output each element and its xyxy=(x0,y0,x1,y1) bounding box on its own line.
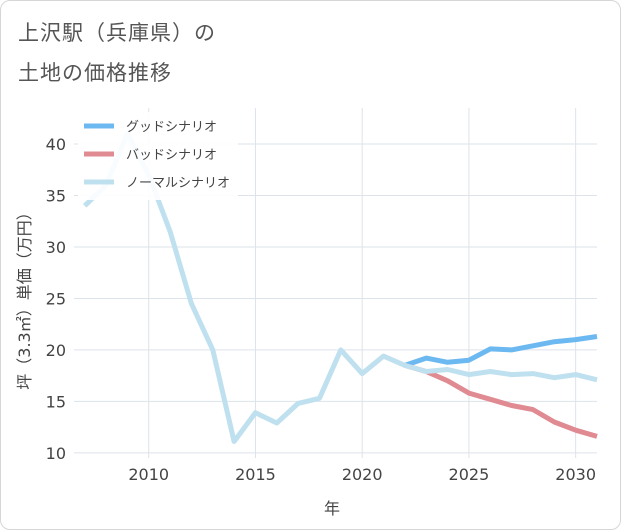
chart-title-line2: 土地の価格推移 xyxy=(18,61,172,85)
legend-item[interactable]: グッドシナリオ xyxy=(84,120,217,135)
legend-label: ノーマルシナリオ xyxy=(126,176,230,191)
y-tick-label: 25 xyxy=(46,289,66,308)
legend-item[interactable]: ノーマルシナリオ xyxy=(84,176,230,191)
y-axis-label: 坪（3.3㎡）単価（万円） xyxy=(15,204,34,389)
y-tick-labels: 10 15 20 25 30 35 40 xyxy=(46,135,66,463)
y-tick-label: 10 xyxy=(46,444,66,463)
y-tick-label: 15 xyxy=(46,392,66,411)
series-line-normal xyxy=(82,131,598,444)
x-tick-labels: 2010 2015 2020 2025 2030 xyxy=(128,465,596,484)
y-tick-label: 20 xyxy=(46,341,66,360)
x-tick-label: 2020 xyxy=(342,465,383,484)
y-tick-label: 35 xyxy=(46,187,66,206)
y-tick-label: 40 xyxy=(46,135,66,154)
legend-item[interactable]: バッドシナリオ xyxy=(84,148,217,163)
x-tick-label: 2015 xyxy=(235,465,276,484)
legend-label: バッドシナリオ xyxy=(126,148,217,163)
x-tick-label: 2010 xyxy=(128,465,169,484)
series-line-good xyxy=(404,334,598,368)
series-lines xyxy=(82,131,598,444)
series-line-bad xyxy=(404,362,598,439)
legend-label: グッドシナリオ xyxy=(126,120,217,135)
x-tick-label: 2025 xyxy=(449,465,490,484)
x-axis-label: 年 xyxy=(324,499,340,518)
y-tick-label: 30 xyxy=(46,238,66,257)
chart-title-line1: 上沢駅（兵庫県）の xyxy=(18,21,216,45)
x-tick-label: 2030 xyxy=(555,465,596,484)
